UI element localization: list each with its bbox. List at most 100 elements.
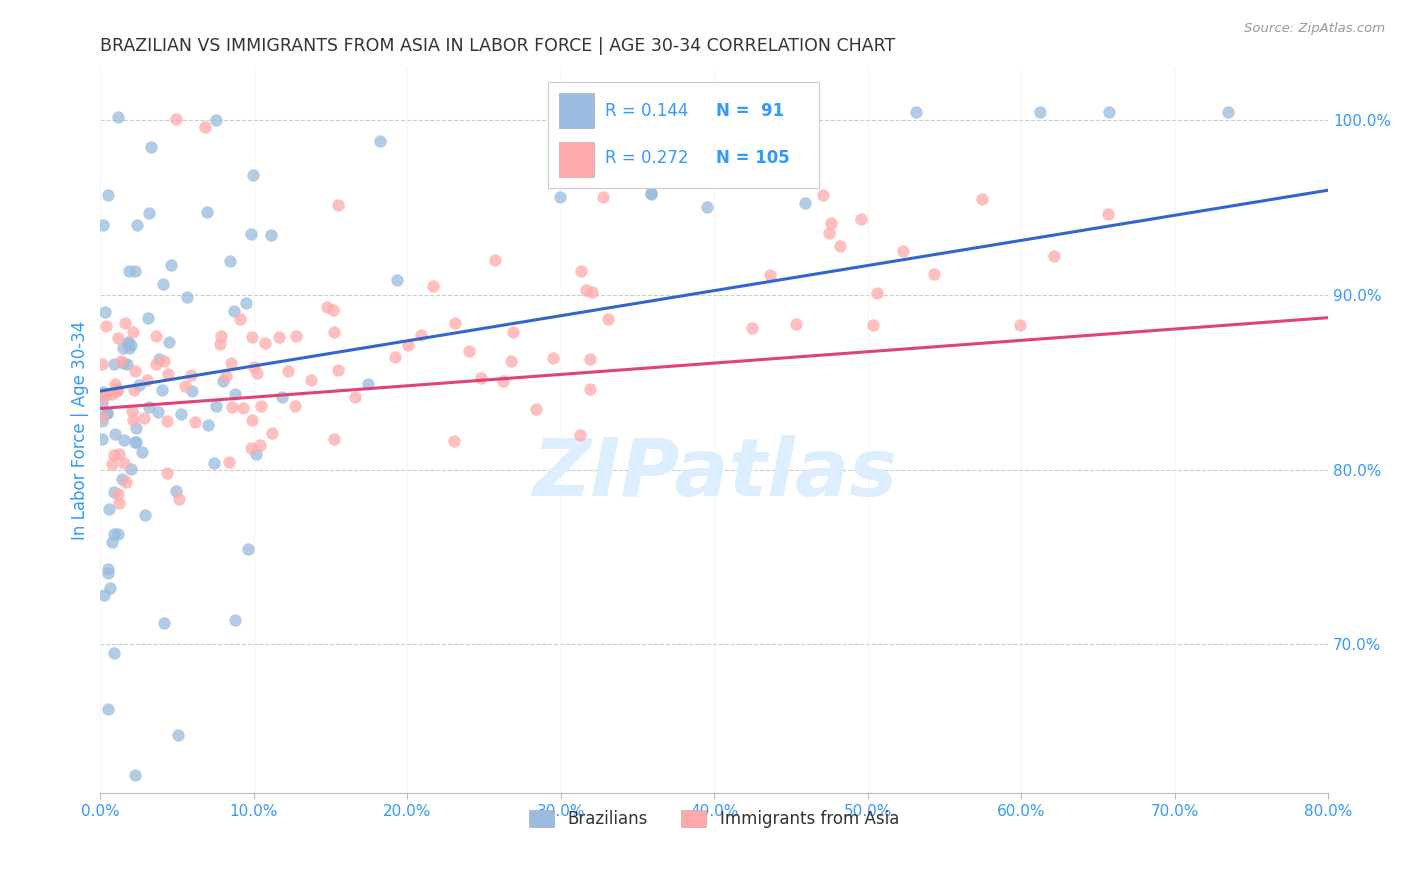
Point — [813, 187, 835, 202]
Point — [299, 373, 322, 387]
Point — [574, 284, 596, 298]
Point — [219, 355, 242, 369]
Point — [121, 404, 143, 418]
Point — [205, 399, 228, 413]
Point — [165, 483, 187, 498]
Point — [224, 304, 246, 318]
Point — [153, 354, 176, 368]
Point — [396, 338, 419, 352]
Point — [785, 318, 807, 332]
Point — [443, 434, 465, 449]
Point — [103, 448, 125, 462]
Point — [820, 216, 842, 230]
Point — [118, 342, 141, 356]
Point — [243, 359, 266, 374]
Point — [91, 384, 114, 399]
Point — [238, 541, 260, 556]
Point — [124, 435, 146, 450]
Point — [385, 273, 408, 287]
Point — [159, 258, 181, 272]
Point — [1097, 206, 1119, 220]
Point — [284, 329, 307, 343]
Point — [851, 211, 873, 226]
Point — [97, 566, 120, 580]
Point — [240, 227, 263, 242]
Point — [232, 401, 254, 415]
Point — [326, 198, 349, 212]
Point — [271, 390, 294, 404]
Point — [131, 445, 153, 459]
Point — [262, 426, 284, 441]
Text: BRAZILIAN VS IMMIGRANTS FROM ASIA IN LABOR FORCE | AGE 30-34 CORRELATION CHART: BRAZILIAN VS IMMIGRANTS FROM ASIA IN LAB… — [100, 37, 896, 55]
Point — [103, 527, 125, 541]
Point — [862, 318, 884, 333]
Point — [125, 218, 148, 232]
Point — [569, 264, 592, 278]
Point — [1029, 104, 1052, 119]
Point — [135, 373, 157, 387]
Point — [122, 413, 145, 427]
Point — [107, 527, 129, 541]
Point — [759, 268, 782, 283]
Point — [96, 318, 118, 333]
Point — [91, 410, 114, 425]
Point — [111, 472, 134, 486]
Point — [124, 364, 146, 378]
Point — [598, 311, 620, 326]
Point — [124, 264, 146, 278]
Point — [240, 413, 263, 427]
Point — [215, 368, 238, 383]
Point — [208, 337, 231, 351]
Point — [501, 353, 523, 368]
Point — [156, 414, 179, 428]
Point — [176, 290, 198, 304]
Point — [167, 492, 190, 507]
Point — [224, 613, 246, 627]
Point — [866, 286, 889, 301]
Point — [111, 356, 134, 370]
Point — [357, 377, 380, 392]
Point — [323, 325, 346, 339]
Point — [156, 466, 179, 480]
Point — [904, 104, 927, 119]
Point — [96, 406, 118, 420]
Point — [218, 253, 240, 268]
Point — [107, 331, 129, 345]
Point — [103, 646, 125, 660]
Point — [242, 168, 264, 182]
Point — [117, 335, 139, 350]
Point — [134, 508, 156, 522]
Point — [224, 387, 246, 401]
Point — [96, 406, 118, 420]
Point — [180, 368, 202, 382]
Point — [124, 421, 146, 435]
Point — [110, 354, 132, 368]
Point — [166, 728, 188, 742]
Text: ZIPatlas: ZIPatlas — [531, 434, 897, 513]
Point — [592, 190, 614, 204]
Point — [204, 456, 226, 470]
Legend: Brazilians, Immigrants from Asia: Brazilians, Immigrants from Asia — [523, 804, 905, 835]
Point — [260, 228, 283, 243]
Point — [91, 390, 114, 404]
Point — [94, 406, 117, 420]
Point — [148, 352, 170, 367]
Point — [1216, 104, 1239, 119]
Point — [195, 205, 218, 219]
Point — [581, 285, 603, 299]
Point — [316, 300, 339, 314]
Point — [502, 325, 524, 339]
Point — [1010, 318, 1032, 333]
Point — [150, 383, 173, 397]
Point — [548, 190, 571, 204]
Point — [484, 252, 506, 267]
Point — [105, 384, 128, 399]
Y-axis label: In Labor Force | Age 30-34: In Labor Force | Age 30-34 — [72, 321, 89, 540]
Point — [125, 434, 148, 449]
Point — [97, 702, 120, 716]
Point — [741, 321, 763, 335]
Point — [112, 342, 135, 356]
Point — [98, 582, 121, 596]
Point — [205, 113, 228, 128]
Point — [101, 386, 124, 401]
